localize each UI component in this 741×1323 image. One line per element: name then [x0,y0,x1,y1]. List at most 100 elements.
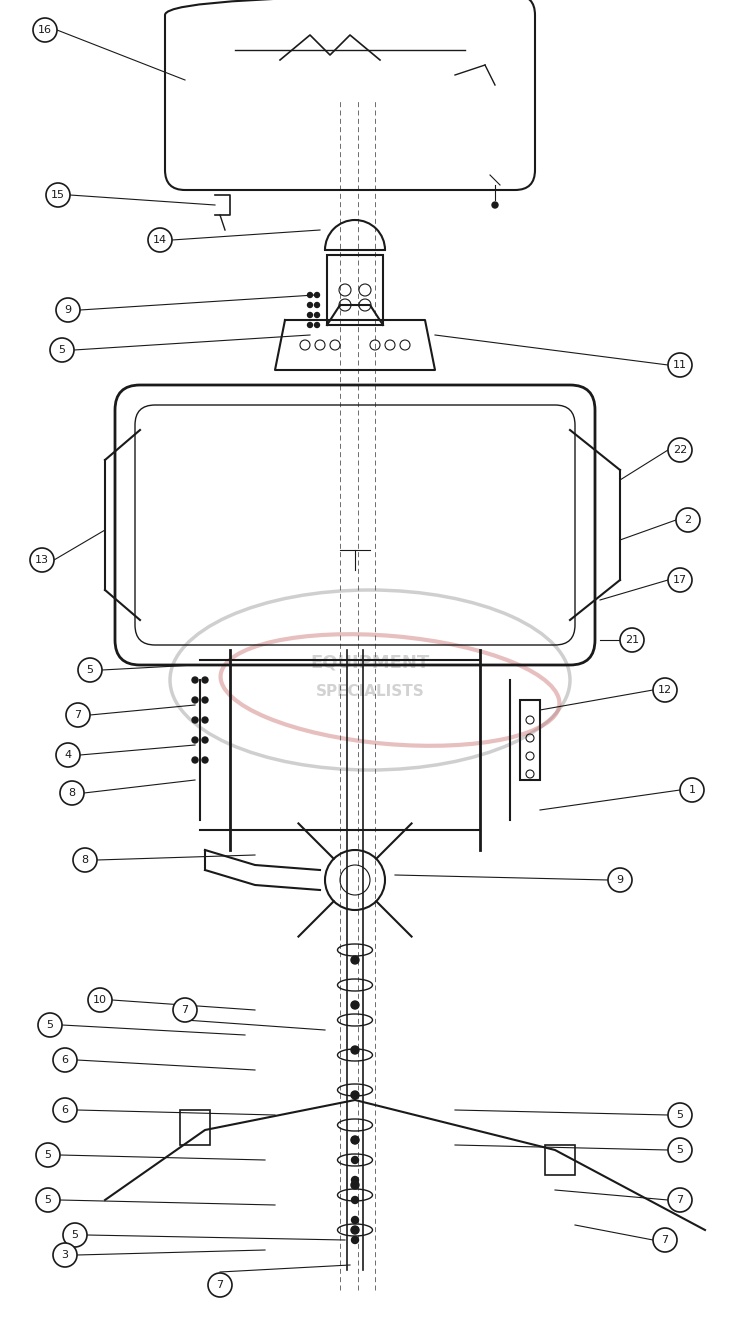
Text: 5: 5 [44,1195,52,1205]
Circle shape [314,292,319,298]
Circle shape [668,1138,692,1162]
Text: 5: 5 [59,345,65,355]
Circle shape [351,1181,359,1189]
Circle shape [63,1222,87,1248]
Circle shape [351,1046,359,1054]
Circle shape [36,1188,60,1212]
Circle shape [202,737,208,744]
Circle shape [60,781,84,804]
Circle shape [351,1156,359,1163]
Circle shape [46,183,70,206]
Circle shape [88,988,112,1012]
Text: EQUIPMENT: EQUIPMENT [310,654,430,671]
Circle shape [351,1176,359,1184]
Circle shape [351,1196,359,1204]
Text: 8: 8 [68,789,76,798]
Circle shape [668,438,692,462]
Text: 10: 10 [93,995,107,1005]
Bar [327,255,383,325]
Circle shape [78,658,102,681]
Circle shape [351,957,359,964]
Circle shape [314,312,319,318]
Circle shape [620,628,644,652]
Circle shape [33,19,57,42]
Text: 21: 21 [625,635,639,646]
Circle shape [308,312,313,318]
Circle shape [653,677,677,703]
Circle shape [308,292,313,298]
Circle shape [73,848,97,872]
Circle shape [38,1013,62,1037]
Text: 5: 5 [44,1150,52,1160]
Circle shape [66,703,90,728]
Circle shape [202,677,208,683]
Circle shape [308,303,313,307]
Circle shape [50,337,74,363]
Circle shape [56,298,80,321]
Text: 7: 7 [662,1234,668,1245]
Text: 22: 22 [673,445,687,455]
Circle shape [314,303,319,307]
Text: 7: 7 [182,1005,188,1015]
Circle shape [208,1273,232,1297]
Text: 5: 5 [47,1020,53,1031]
Text: 5: 5 [677,1110,683,1121]
Circle shape [192,717,198,722]
Circle shape [351,1217,359,1224]
Text: 4: 4 [64,750,72,759]
Text: SPECIALISTS: SPECIALISTS [316,684,425,700]
Text: 14: 14 [153,235,167,245]
Text: 6: 6 [62,1105,68,1115]
Text: 1: 1 [688,785,696,795]
Circle shape [668,353,692,377]
Circle shape [36,1143,60,1167]
Circle shape [351,1136,359,1144]
Text: 17: 17 [673,576,687,585]
Text: 13: 13 [35,556,49,565]
Text: 15: 15 [51,191,65,200]
Circle shape [53,1048,77,1072]
Text: 3: 3 [62,1250,68,1259]
Circle shape [53,1098,77,1122]
Circle shape [173,998,197,1021]
Circle shape [351,1237,359,1244]
Text: 5: 5 [87,665,93,675]
Circle shape [351,1091,359,1099]
Circle shape [351,1136,359,1143]
Circle shape [668,1103,692,1127]
Circle shape [668,568,692,591]
Circle shape [202,717,208,722]
Circle shape [308,323,313,328]
Text: 12: 12 [658,685,672,695]
Circle shape [608,868,632,892]
Text: 8: 8 [82,855,89,865]
Circle shape [202,757,208,763]
Circle shape [351,1002,359,1009]
Circle shape [668,1188,692,1212]
Circle shape [148,228,172,251]
Circle shape [192,677,198,683]
Bar [545,1144,575,1175]
Circle shape [653,1228,677,1252]
Bar [520,700,540,781]
Circle shape [314,323,319,328]
Text: 6: 6 [62,1054,68,1065]
Circle shape [192,737,198,744]
Text: 5: 5 [677,1144,683,1155]
Text: 7: 7 [74,710,82,720]
Circle shape [53,1244,77,1267]
Bar [180,1110,210,1144]
Text: 16: 16 [38,25,52,34]
Circle shape [680,778,704,802]
Circle shape [56,744,80,767]
Circle shape [192,757,198,763]
Circle shape [202,697,208,703]
Text: 9: 9 [617,875,624,885]
Text: 5: 5 [71,1230,79,1240]
Text: 7: 7 [677,1195,683,1205]
Circle shape [492,202,498,208]
Circle shape [192,697,198,703]
Text: 9: 9 [64,306,72,315]
Circle shape [676,508,700,532]
Circle shape [351,1226,359,1234]
